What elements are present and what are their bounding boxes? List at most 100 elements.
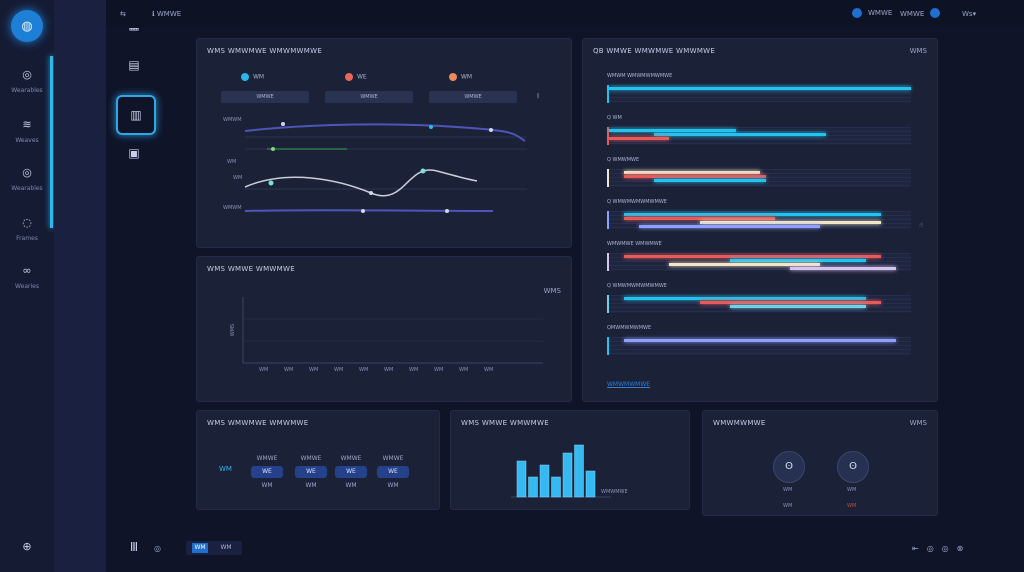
page-2[interactable]: WM [220, 544, 232, 551]
series-line [244, 209, 494, 212]
footer-controls[interactable]: ⇤◎◎⊗ [912, 544, 972, 553]
kpi-item[interactable]: WMWE WE WM [247, 455, 287, 489]
wave-icon: ≋ [22, 118, 32, 131]
view-all-link[interactable]: WMWMWMWE [607, 381, 651, 388]
bar-chart-panel: WMS WMWE WMWMWE WMWMWE [450, 410, 690, 510]
gantt-bar[interactable] [729, 305, 866, 308]
globe-icon: ◎ [22, 68, 32, 81]
gantt-row[interactable] [607, 295, 911, 313]
status-icon[interactable]: ʘ [837, 451, 869, 483]
breadcrumb[interactable]: ℹ︎ WMWE [152, 10, 182, 18]
kpi-side-label: WM [219, 465, 232, 473]
bar-chart [511, 444, 611, 498]
gantt-bar[interactable] [609, 137, 670, 140]
gantt-bar[interactable] [729, 259, 866, 262]
x-tick: WM [334, 367, 344, 373]
app-logo[interactable]: ◍ [11, 10, 43, 42]
x-tick: WM [459, 367, 469, 373]
bar[interactable] [539, 464, 550, 498]
gantt-bar[interactable] [624, 217, 776, 220]
gantt-bar[interactable] [790, 267, 896, 270]
user-name: WMWE [868, 9, 893, 17]
gantt-bar[interactable] [609, 129, 736, 132]
data-point [445, 209, 449, 213]
gantt-row[interactable] [607, 337, 911, 355]
x-tick: WM [259, 367, 269, 373]
gantt-bar[interactable] [699, 301, 881, 304]
sidebar-item-3[interactable]: ◎ Wearables [2, 166, 52, 192]
gantt-bar[interactable] [639, 225, 821, 228]
avatar [852, 8, 862, 18]
panel-meta: WMS [909, 47, 927, 55]
gantt-row[interactable] [607, 85, 911, 103]
gantt-bar[interactable] [669, 263, 821, 266]
data-point [369, 191, 373, 195]
row-label: WMWM [223, 117, 242, 123]
sidebar-item-5[interactable]: ∞ Wearies [2, 264, 52, 290]
gantt-bar[interactable] [624, 297, 866, 300]
gantt-row[interactable] [607, 253, 911, 271]
gantt-row[interactable] [607, 127, 911, 145]
status-panel: WMWMWMWE WMS ʘ WM ʘ WM WM WM [702, 410, 938, 516]
dashboard-icon[interactable]: ▥ [116, 95, 156, 135]
sidebar-item-1[interactable]: ◎ Wearables [2, 68, 52, 94]
gantt-row-label: Q WMWMWMWMWMWE [607, 199, 667, 205]
gantt-bar[interactable] [699, 221, 881, 224]
filter-pill[interactable]: WMWE [429, 91, 517, 103]
bar[interactable] [562, 452, 573, 498]
bar[interactable] [516, 460, 527, 498]
bar[interactable] [551, 476, 561, 498]
kpi-item[interactable]: WMWE WE WM [373, 455, 413, 489]
status-sub: WM [847, 503, 857, 509]
page-1[interactable]: WM [192, 543, 208, 553]
gantt-row-label: Q WMWMWMWMWMWE [607, 283, 667, 289]
kpi-panel: WMS WMWMWE WMWMWE WM WMWE WE WM WMWE WE WM W… [196, 410, 440, 510]
filter-pill[interactable]: WMWE [221, 91, 309, 103]
sidebar-item-4[interactable]: ◌ Frames [2, 216, 52, 242]
status-label: WM [847, 487, 857, 493]
gantt-bar[interactable] [609, 87, 911, 90]
gantt-bar[interactable] [624, 175, 767, 178]
gantt-bar[interactable] [654, 133, 827, 136]
gantt-row[interactable] [607, 211, 911, 229]
more-icon[interactable]: ‖ [537, 93, 540, 99]
filter-pill[interactable]: WMWE [325, 91, 413, 103]
row-label: WMWM [223, 205, 242, 211]
kpi-item[interactable]: WMWE WE WM [331, 455, 371, 489]
sidebar-item-2[interactable]: ≋ Weaves [2, 118, 52, 144]
sidebar-item-label: Weaves [15, 137, 39, 144]
gallery-icon[interactable]: ▤ [128, 58, 140, 72]
bars-icon[interactable]: Ⅲ [129, 540, 139, 554]
data-point [281, 122, 285, 126]
back-icon[interactable]: ⇆ [120, 10, 126, 18]
user-menu[interactable]: WMWE [852, 8, 892, 18]
active-indicator [50, 56, 53, 228]
gantt-bar[interactable] [624, 171, 760, 174]
kpi-item[interactable]: WMWE WE WM [291, 455, 331, 489]
table-icon[interactable]: ▣ [128, 146, 140, 160]
pager[interactable]: WM WM [186, 541, 242, 555]
row-label: WM [233, 175, 243, 181]
language-select[interactable]: Ws▾ [962, 10, 977, 18]
gantt-row[interactable] [607, 169, 911, 187]
topbar-action[interactable]: WMWE [900, 10, 925, 18]
baseline-label: WMWMWE [601, 489, 628, 495]
timeline-panel: QB WMWE WMWMWE WMWMWE WMS WMWM WMWMWMWMW… [582, 38, 938, 402]
panel-title: WMS WMWMWE WMWMWMWE [207, 47, 323, 55]
footer-icon[interactable]: ◎ [154, 544, 161, 553]
bar[interactable] [528, 476, 538, 498]
status-icon[interactable]: ʘ [773, 451, 805, 483]
globe-icon: ⊕ [22, 540, 32, 553]
gantt-bar[interactable] [654, 179, 767, 182]
trend-lines [244, 122, 527, 213]
gantt-bar[interactable] [624, 255, 881, 258]
gantt-bar[interactable] [624, 339, 896, 342]
sidebar: ◍ ◎ Wearables ≋ Weaves ◎ Wearables ◌ Fra… [0, 0, 54, 572]
bar[interactable] [585, 470, 596, 498]
gantt-bar[interactable] [624, 213, 881, 216]
gantt-row-label: WMWM WMWMWMWMWE [607, 73, 673, 79]
notification-icon[interactable] [930, 8, 946, 18]
bar[interactable] [574, 444, 584, 498]
settings-button[interactable]: ⊕ [2, 540, 52, 559]
sidebar-item-label: Wearies [15, 283, 39, 290]
